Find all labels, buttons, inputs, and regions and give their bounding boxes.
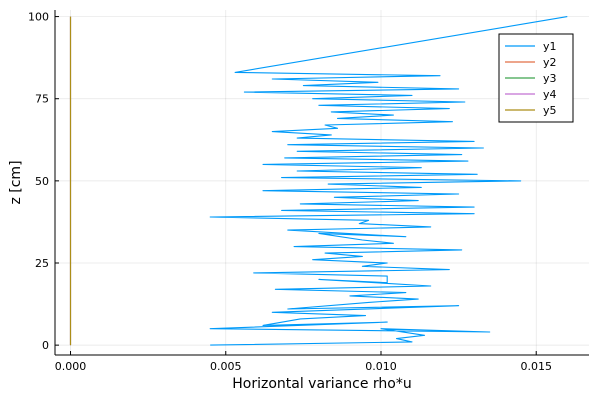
y-tick-label: 0: [42, 339, 49, 352]
y-tick-label: 50: [35, 175, 49, 188]
series-group: [69, 16, 568, 346]
legend: y1 y2 y3 y4 y5: [498, 33, 574, 123]
y-tick-label: 100: [28, 11, 49, 24]
x-tick-label: 0.015: [520, 360, 552, 373]
axes: [54, 10, 589, 356]
x-tick-label: 0.005: [210, 360, 242, 373]
legend-label-y2: y2: [543, 56, 557, 69]
tick-labels: 0.000 0.005 0.010 0.015 0 25 50 75 100: [28, 11, 552, 373]
x-tick-label: 0.010: [365, 360, 397, 373]
y-axis-label: z [cm]: [8, 160, 24, 204]
legend-label-y3: y3: [543, 72, 557, 85]
legend-label-y1: y1: [543, 40, 557, 53]
y-tick-label: 25: [35, 257, 49, 270]
grid: [55, 10, 589, 355]
x-tick-label: 0.000: [55, 360, 87, 373]
y-tick-label: 75: [35, 93, 49, 106]
legend-label-y4: y4: [543, 88, 557, 101]
series-line-y1: [209, 16, 568, 346]
legend-label-y5: y5: [543, 104, 557, 117]
x-axis-label: Horizontal variance rho*u: [232, 376, 411, 392]
